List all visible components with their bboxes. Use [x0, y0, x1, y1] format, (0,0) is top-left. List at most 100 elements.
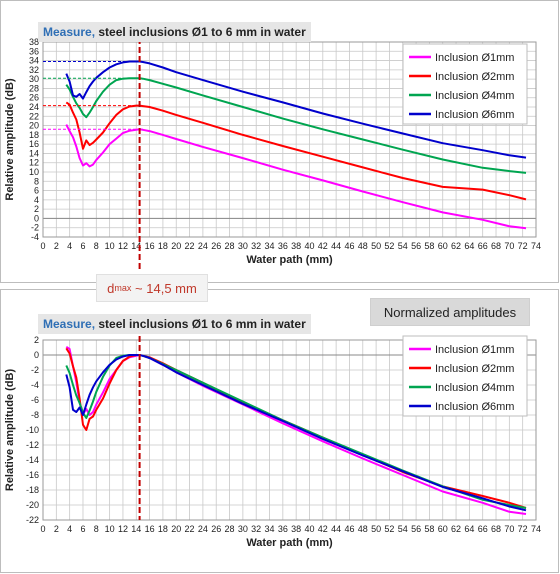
- chart1-legend-label: Inclusion Ø4mm: [435, 90, 514, 102]
- chart2-y-tick-label: -6: [31, 395, 39, 405]
- chart1-y-tick-label: 22: [29, 111, 39, 121]
- chart1-x-tick-label: 66: [478, 241, 488, 251]
- chart2-legend-label: Inclusion Ø6mm: [435, 401, 514, 413]
- chart2-y-tick-label: 2: [34, 335, 39, 345]
- chart1-series-line-1: [65, 124, 527, 230]
- chart2-x-tick-label: 74: [531, 524, 541, 534]
- chart2-x-tick-label: 10: [105, 524, 115, 534]
- chart2-y-tick-label: -2: [31, 365, 39, 375]
- chart1-x-tick-label: 28: [225, 241, 235, 251]
- chart2-x-tick-label: 40: [304, 524, 314, 534]
- chart2-x-tick-label: 72: [518, 524, 528, 534]
- chart2-plot: 0 2 4 6 8 10 12 14 16 18 20 22 24 26 28 30 32 34 36 38 40 42 4…: [4, 335, 541, 549]
- chart1-x-tick-label: 58: [424, 241, 434, 251]
- chart1-y-tick-label: -4: [31, 232, 39, 242]
- chart2-x-tick-label: 46: [344, 524, 354, 534]
- chart1-series-line-3: [65, 77, 527, 174]
- chart2-x-tick-label: 66: [478, 524, 488, 534]
- chart2-x-tick-label: 38: [291, 524, 301, 534]
- chart2-x-tick-label: 62: [451, 524, 461, 534]
- chart2-x-tick-label: 42: [318, 524, 328, 534]
- chart2-x-tick-label: 28: [225, 524, 235, 534]
- chart1-x-tick-label: 26: [211, 241, 221, 251]
- chart2-y-tick-label: -8: [31, 410, 39, 420]
- chart1-x-tick-label: 14: [131, 241, 141, 251]
- chart1-legend-label: Inclusion Ø2mm: [435, 71, 514, 83]
- chart2-y-tick-label: -12: [26, 440, 39, 450]
- chart1-y-tick-label: 12: [29, 158, 39, 168]
- chart1-y-tick-label: 36: [29, 46, 39, 56]
- chart1-series-line-2: [65, 101, 527, 201]
- chart2-x-tick-label: 50: [371, 524, 381, 534]
- chart2-y-tick-label: -4: [31, 380, 39, 390]
- chart1-x-tick-label: 12: [118, 241, 128, 251]
- chart2-x-tick-label: 16: [145, 524, 155, 534]
- chart2-x-tick-label: 32: [251, 524, 261, 534]
- chart1-x-tick-label: 16: [145, 241, 155, 251]
- chart1-y-axis-label: Relative amplitude (dB): [4, 78, 16, 201]
- chart1-x-tick-label: 2: [54, 241, 59, 251]
- chart2-x-axis-label: Water path (mm): [246, 537, 333, 549]
- chart2-x-tick-label: 56: [411, 524, 421, 534]
- chart2-x-tick-label: 24: [198, 524, 208, 534]
- chart1-x-tick-label: 32: [251, 241, 261, 251]
- chart1-x-tick-label: 42: [318, 241, 328, 251]
- chart2-y-tick-label: 0: [34, 350, 39, 360]
- chart1-y-tick-label: 34: [29, 56, 39, 66]
- chart2-x-tick-label: 0: [40, 524, 45, 534]
- chart1-x-tick-label: 8: [94, 241, 99, 251]
- chart1-y-tick-label: 28: [29, 83, 39, 93]
- chart2-y-axis-label: Relative amplitude (dB): [4, 369, 16, 492]
- chart2-x-tick-label: 52: [384, 524, 394, 534]
- chart1-legend-label: Inclusion Ø1mm: [435, 52, 514, 64]
- chart1-x-tick-label: 24: [198, 241, 208, 251]
- chart1-y-tick-label: 38: [29, 37, 39, 47]
- chart2-x-tick-label: 30: [238, 524, 248, 534]
- chart1-x-tick-label: 52: [384, 241, 394, 251]
- chart2-y-tick-label: -20: [26, 500, 39, 510]
- chart2-y-tick-label: -16: [26, 470, 39, 480]
- chart1-y-tick-label: 8: [34, 176, 39, 186]
- chart2-x-tick-label: 58: [424, 524, 434, 534]
- normalized-amplitudes-label: Normalized amplitudes: [370, 298, 530, 326]
- chart1-x-tick-label: 6: [80, 241, 85, 251]
- chart1-x-tick-label: 70: [504, 241, 514, 251]
- chart2-y-tick-label: -14: [26, 455, 39, 465]
- chart2-x-tick-label: 8: [94, 524, 99, 534]
- chart2-x-tick-label: 20: [171, 524, 181, 534]
- chart1-x-tick-label: 40: [304, 241, 314, 251]
- chart1-x-tick-label: 10: [105, 241, 115, 251]
- chart2-x-tick-label: 22: [185, 524, 195, 534]
- chart2-legend-label: Inclusion Ø2mm: [435, 363, 514, 375]
- chart2-y-tick-label: -22: [26, 515, 39, 525]
- chart2-x-tick-label: 44: [331, 524, 341, 534]
- chart1-x-tick-label: 36: [278, 241, 288, 251]
- chart1-y-tick-label: 2: [34, 204, 39, 214]
- chart1-plot-area: [42, 41, 537, 238]
- chart1-x-tick-label: 38: [291, 241, 301, 251]
- chart1-y-tick-label: 30: [29, 74, 39, 84]
- chart2-x-tick-label: 26: [211, 524, 221, 534]
- chart1-x-tick-label: 4: [67, 241, 72, 251]
- chart2-x-tick-label: 12: [118, 524, 128, 534]
- chart1-legend-label: Inclusion Ø6mm: [435, 109, 514, 121]
- chart1-x-tick-label: 18: [158, 241, 168, 251]
- chart1-x-axis-label: Water path (mm): [246, 254, 333, 266]
- chart1-y-tick-label: 6: [34, 186, 39, 196]
- chart1-x-tick-label: 72: [518, 241, 528, 251]
- chart1-y-tick-label: 32: [29, 65, 39, 75]
- chart1-x-tick-label: 62: [451, 241, 461, 251]
- chart2-legend-label: Inclusion Ø1mm: [435, 344, 514, 356]
- chart1-y-tick-label: 26: [29, 93, 39, 103]
- chart2-x-tick-label: 6: [80, 524, 85, 534]
- chart1-x-tick-label: 50: [371, 241, 381, 251]
- chart1-y-tick-label: 16: [29, 139, 39, 149]
- chart1-y-tick-label: 10: [29, 167, 39, 177]
- chart2-x-tick-label: 60: [438, 524, 448, 534]
- chart2-legend: Inclusion Ø1mm Inclusion Ø2mm Inclusion Ø4…: [402, 335, 528, 417]
- chart1-x-tick-label: 22: [185, 241, 195, 251]
- chart2-x-tick-label: 14: [131, 524, 141, 534]
- chart1-plot: 0 2 4 6 8 10 12 14 16 18 20 22 24 26 28 30 32 34 36 38 40 42 4…: [4, 37, 541, 272]
- chart1-y-tick-label: 24: [29, 102, 39, 112]
